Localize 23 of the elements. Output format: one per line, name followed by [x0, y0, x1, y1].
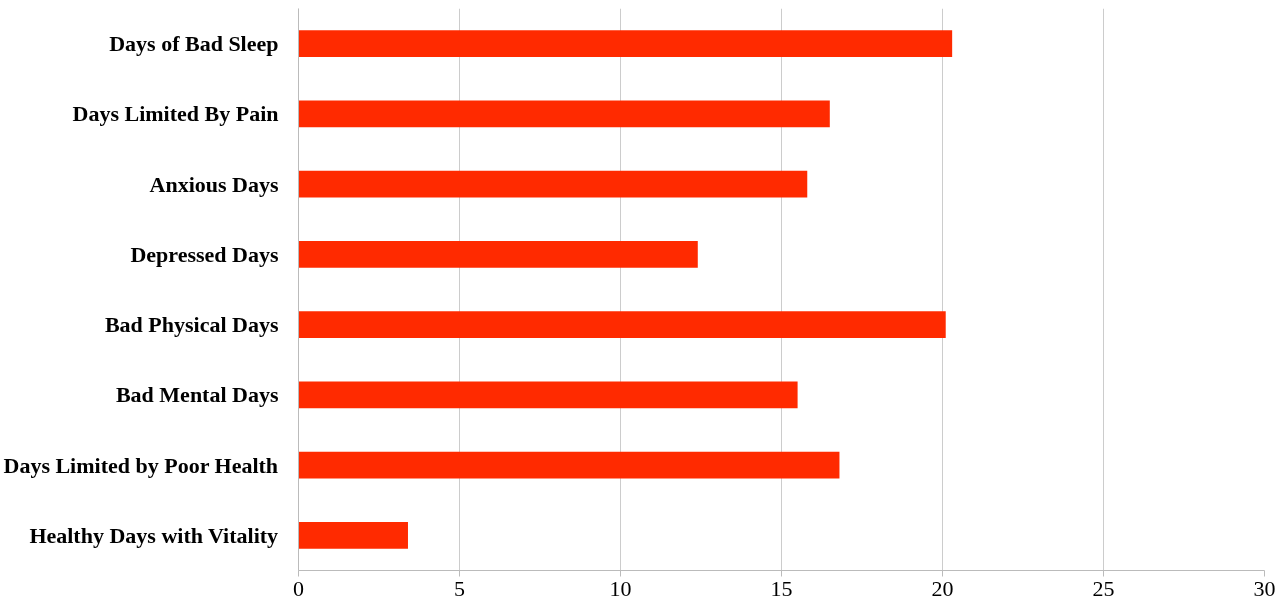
y-tick-label: Days of Bad Sleep	[109, 31, 279, 57]
bar	[298, 241, 698, 268]
bar	[298, 100, 830, 128]
x-tick-label: 15	[770, 575, 793, 598]
x-tick-label: 20	[931, 575, 954, 598]
y-tick-label: Healthy Days with Vitality	[29, 522, 279, 548]
bar	[298, 522, 408, 549]
bar	[298, 451, 840, 479]
y-tick-label: Depressed Days	[130, 241, 279, 267]
y-tick-label: Anxious Days	[149, 171, 279, 197]
y-tick-label: Bad Physical Days	[104, 312, 279, 338]
y-tick-label: Bad Mental Days	[115, 382, 279, 408]
x-tick-label: 30	[1253, 575, 1276, 598]
x-tick-label: 5	[454, 575, 465, 598]
x-tick-label: 10	[609, 575, 632, 598]
bar	[298, 170, 808, 198]
bar	[298, 311, 946, 338]
bar	[298, 30, 953, 57]
x-tick-label: 25	[1092, 575, 1115, 598]
bar	[298, 381, 798, 409]
y-tick-label: Days Limited By Pain	[72, 101, 279, 127]
x-tick-label: 0	[293, 575, 304, 598]
y-tick-label: Days Limited by Poor Health	[3, 452, 279, 478]
